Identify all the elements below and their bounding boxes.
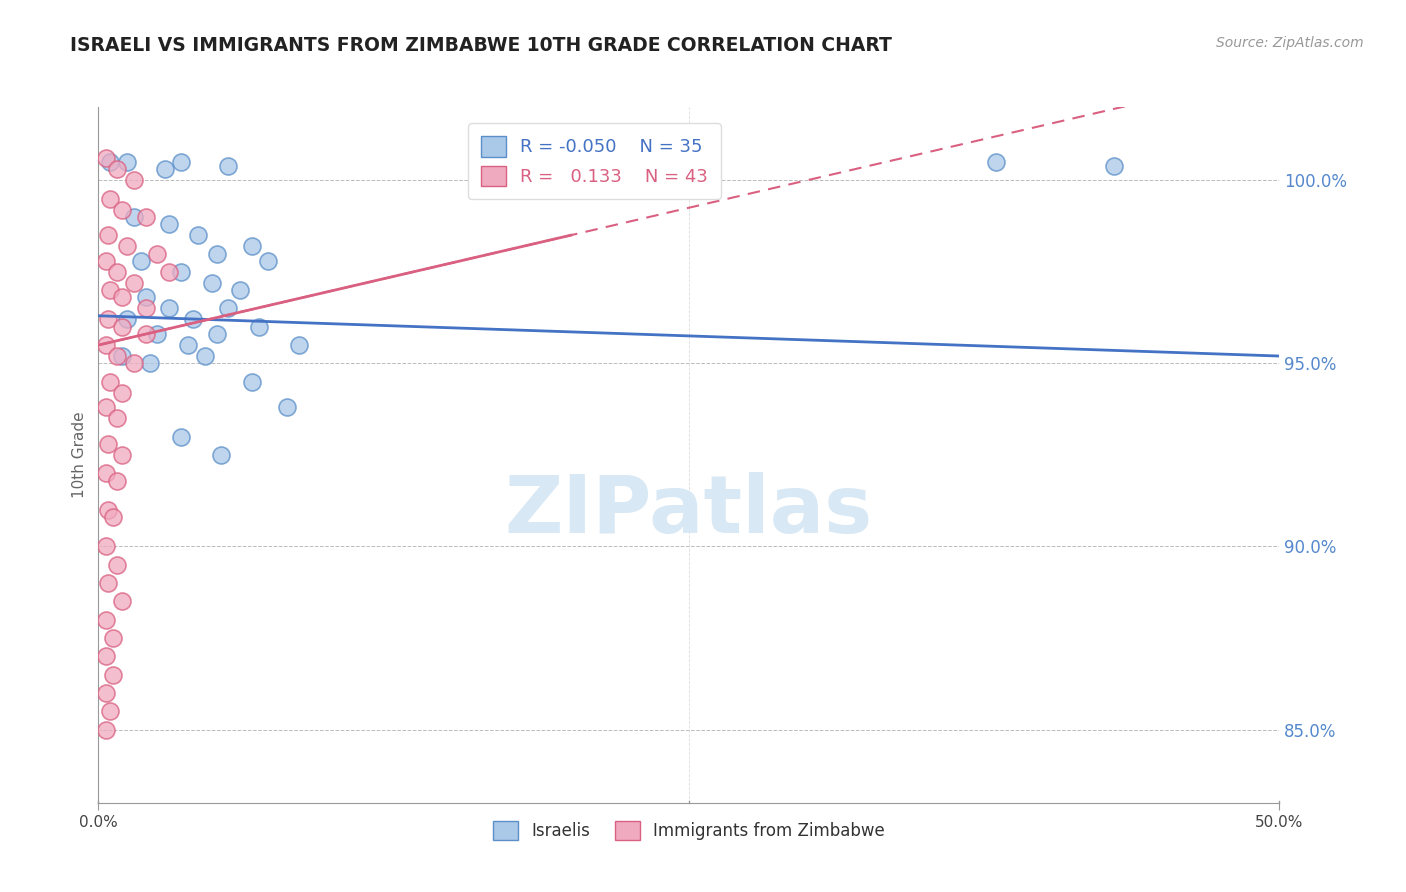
Point: [209, 448, 232, 462]
Point: [111, 290, 134, 304]
Point: [98, 704, 121, 718]
Point: [97, 228, 120, 243]
Point: [139, 356, 162, 370]
Point: [101, 510, 124, 524]
Point: [288, 338, 311, 352]
Point: [177, 338, 200, 352]
Point: [105, 349, 128, 363]
Point: [111, 319, 134, 334]
Point: [240, 375, 263, 389]
Point: [94, 649, 117, 664]
Point: [146, 327, 169, 342]
Point: [105, 162, 128, 177]
Point: [94, 467, 117, 481]
Point: [217, 159, 239, 173]
Point: [122, 276, 145, 290]
Point: [115, 312, 138, 326]
Point: [181, 312, 204, 326]
Point: [97, 503, 120, 517]
Point: [105, 411, 128, 425]
Point: [101, 667, 124, 681]
Point: [94, 613, 117, 627]
Point: [135, 210, 157, 224]
Point: [205, 327, 228, 342]
Point: [205, 246, 228, 260]
Point: [247, 319, 270, 334]
Point: [984, 155, 1007, 169]
Point: [105, 474, 128, 488]
Point: [217, 301, 239, 316]
Point: [98, 283, 121, 297]
Legend: Israelis, Immigrants from Zimbabwe: Israelis, Immigrants from Zimbabwe: [486, 814, 891, 847]
Point: [115, 239, 138, 253]
Point: [678, 814, 700, 829]
Point: [129, 253, 152, 268]
Point: [170, 265, 193, 279]
Text: ISRAELI VS IMMIGRANTS FROM ZIMBABWE 10TH GRADE CORRELATION CHART: ISRAELI VS IMMIGRANTS FROM ZIMBABWE 10TH…: [70, 36, 893, 54]
Point: [257, 253, 280, 268]
Point: [170, 155, 193, 169]
Point: [101, 631, 124, 645]
Point: [122, 356, 145, 370]
Point: [157, 301, 180, 316]
Point: [94, 151, 117, 165]
Point: [98, 155, 121, 169]
Point: [98, 192, 121, 206]
Point: [240, 239, 263, 253]
Point: [157, 265, 180, 279]
Point: [170, 429, 193, 443]
Point: [111, 349, 134, 363]
Point: [194, 349, 217, 363]
Point: [135, 290, 157, 304]
Point: [122, 173, 145, 187]
Point: [1102, 159, 1125, 173]
Point: [94, 723, 117, 737]
Point: [201, 276, 224, 290]
Text: ZIPatlas: ZIPatlas: [505, 472, 873, 549]
Point: [111, 385, 134, 400]
Point: [187, 228, 209, 243]
Point: [97, 437, 120, 451]
Point: [157, 217, 180, 231]
Point: [105, 265, 128, 279]
Point: [135, 301, 157, 316]
Point: [94, 401, 117, 415]
Point: [97, 312, 120, 326]
Y-axis label: 10th Grade: 10th Grade: [72, 411, 87, 499]
Point: [122, 210, 145, 224]
Point: [146, 246, 169, 260]
Point: [229, 283, 252, 297]
Point: [98, 375, 121, 389]
Point: [94, 338, 117, 352]
Point: [115, 155, 138, 169]
Text: Source: ZipAtlas.com: Source: ZipAtlas.com: [1216, 36, 1364, 50]
Point: [94, 686, 117, 700]
Point: [111, 202, 134, 217]
Point: [94, 253, 117, 268]
Point: [94, 540, 117, 554]
Point: [105, 558, 128, 572]
Point: [97, 576, 120, 591]
Point: [276, 401, 298, 415]
Point: [135, 327, 157, 342]
Point: [153, 162, 176, 177]
Point: [111, 448, 134, 462]
Point: [111, 594, 134, 608]
